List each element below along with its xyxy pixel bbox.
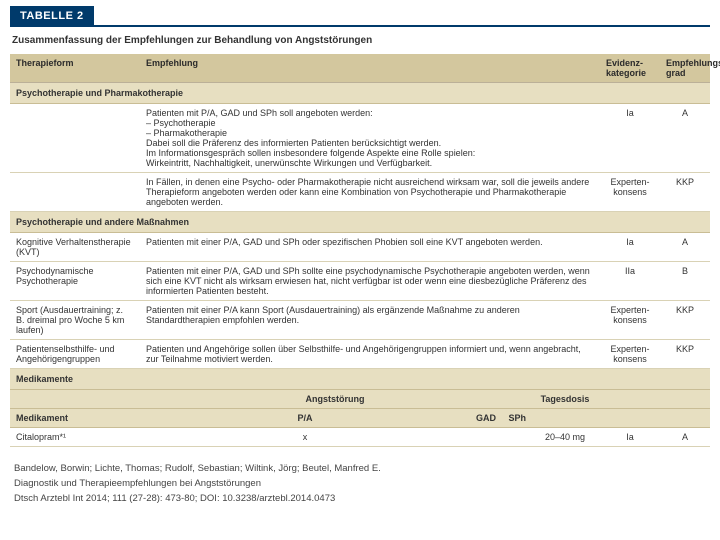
blank [530, 409, 600, 428]
cell-evidenz: IIa [600, 262, 660, 301]
section-medikamente: Medikamente [10, 369, 710, 390]
cell-evidenz: Experten- konsens [600, 173, 660, 212]
section-psycho-pharma: Psychotherapie und Pharmakotherapie [10, 83, 710, 104]
table-row: Psychodynamische Psychotherapie Patiente… [10, 262, 710, 301]
section-psycho-other: Psychotherapie und andere Maßnahmen [10, 212, 710, 233]
cell-evidenz: Ia [600, 233, 660, 262]
cell-therapie [10, 173, 140, 212]
recommendations-table: Therapieform Empfehlung Evidenz- kategor… [10, 54, 710, 447]
blank [600, 409, 660, 428]
citation-journal: Dtsch Arztebl Int 2014; 111 (27-28): 473… [14, 491, 710, 506]
cell-therapie: Psychodynamische Psychotherapie [10, 262, 140, 301]
citation-authors: Bandelow, Borwin; Lichte, Thomas; Rudolf… [14, 461, 710, 476]
col-medikament: Medikament [10, 409, 140, 428]
section-label: Psychotherapie und andere Maßnahmen [10, 212, 710, 233]
table-row: Sport (Ausdauertraining; z. B. dreimal p… [10, 301, 710, 340]
col-angststoerung: Angststörung [140, 390, 530, 409]
cell-therapie: Patientenselbsthilfe- und Angehörigengru… [10, 340, 140, 369]
cell-grad: A [660, 104, 710, 173]
cell-text: Patienten mit P/A, GAD und SPh soll ange… [140, 104, 600, 173]
col-gad-sph: GAD SPh [470, 409, 530, 428]
col-pa: P/A [140, 409, 470, 428]
cell-grad: B [660, 262, 710, 301]
col-tagesdosis: Tagesdosis [530, 390, 600, 409]
cell-therapie: Sport (Ausdauertraining; z. B. dreimal p… [10, 301, 140, 340]
col-therapieform: Therapieform [10, 54, 140, 83]
table-row: In Fällen, in denen eine Psycho- oder Ph… [10, 173, 710, 212]
blank [660, 409, 710, 428]
sub-header-row: Angststörung Tagesdosis [10, 390, 710, 409]
table-row: Patienten mit P/A, GAD und SPh soll ange… [10, 104, 710, 173]
section-label: Psychotherapie und Pharmakotherapie [10, 83, 710, 104]
citation-block: Bandelow, Borwin; Lichte, Thomas; Rudolf… [10, 461, 710, 507]
blank [660, 390, 710, 409]
table-subtitle: Zusammenfassung der Empfehlungen zur Beh… [10, 27, 710, 54]
cell-therapie [10, 104, 140, 173]
column-header-row: Therapieform Empfehlung Evidenz- kategor… [10, 54, 710, 83]
cell-text: Patienten mit einer P/A kann Sport (Ausd… [140, 301, 600, 340]
cell-pa: x [140, 428, 470, 447]
cell-text: Patienten mit einer P/A, GAD und SPh ode… [140, 233, 600, 262]
cell-evidenz: Experten- konsens [600, 301, 660, 340]
cell-text: Patienten und Angehörige sollen über Sel… [140, 340, 600, 369]
cell-evidenz: Experten- konsens [600, 340, 660, 369]
table-label: TABELLE 2 [10, 6, 94, 26]
cell-grad: A [660, 233, 710, 262]
sub-header-row2: Medikament P/A GAD SPh [10, 409, 710, 428]
col-empfehlung: Empfehlung [140, 54, 600, 83]
col-evidenz: Evidenz- kategorie [600, 54, 660, 83]
section-label: Medikamente [10, 369, 710, 390]
blank [10, 390, 140, 409]
cell-grad: KKP [660, 301, 710, 340]
table-row: Kognitive Verhaltenstherapie (KVT) Patie… [10, 233, 710, 262]
cell-grad: KKP [660, 340, 710, 369]
cell-evidenz: Ia [600, 104, 660, 173]
citation-title: Diagnostik und Therapieempfehlungen bei … [14, 476, 710, 491]
table-row: Patientenselbsthilfe- und Angehörigengru… [10, 340, 710, 369]
cell-gad-sph [470, 428, 530, 447]
cell-therapie: Kognitive Verhaltenstherapie (KVT) [10, 233, 140, 262]
cell-dose: 20–40 mg [530, 428, 600, 447]
cell-grad: KKP [660, 173, 710, 212]
blank [600, 390, 660, 409]
table-row: Citalopram*¹ x 20–40 mg Ia A [10, 428, 710, 447]
table-container: TABELLE 2 Zusammenfassung der Empfehlung… [0, 0, 720, 507]
cell-text: Patienten mit einer P/A, GAD und SPh sol… [140, 262, 600, 301]
cell-med: Citalopram*¹ [10, 428, 140, 447]
col-grad: Empfehlungs- grad [660, 54, 710, 83]
cell-evidenz: Ia [600, 428, 660, 447]
cell-grad: A [660, 428, 710, 447]
cell-text: In Fällen, in denen eine Psycho- oder Ph… [140, 173, 600, 212]
